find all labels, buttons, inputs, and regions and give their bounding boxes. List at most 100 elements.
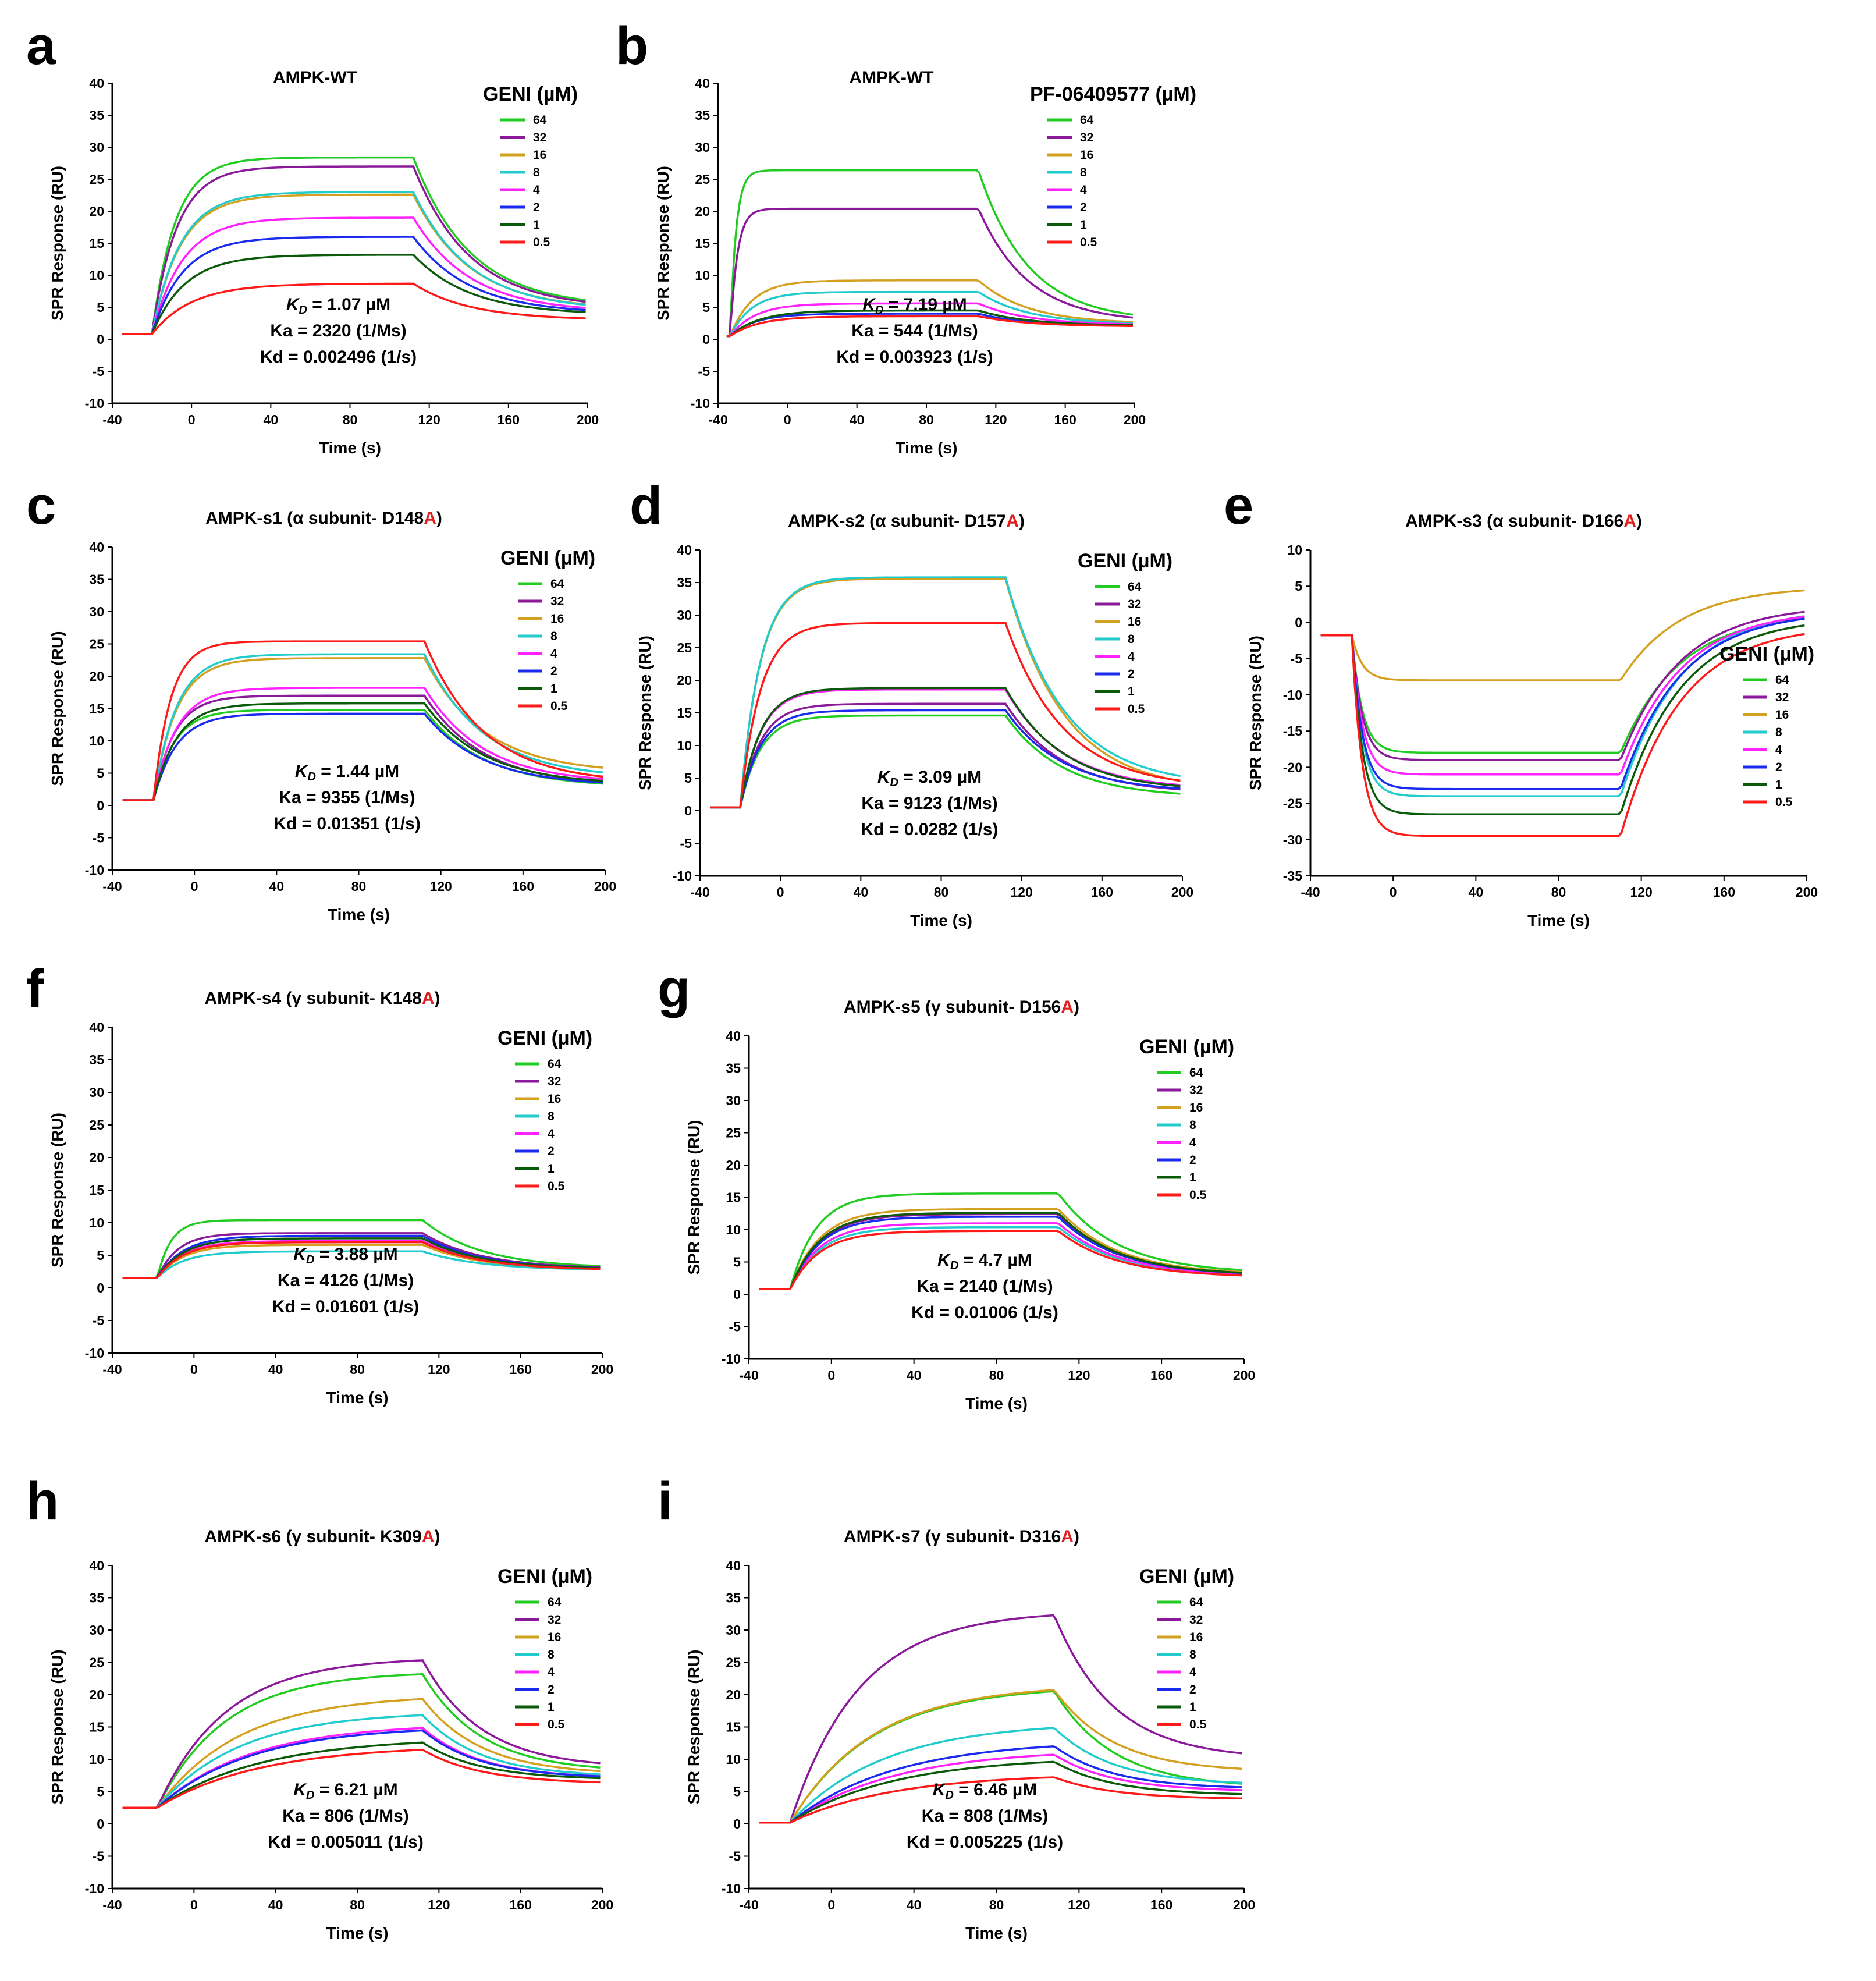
x-tick-label: 0 (191, 879, 198, 894)
legend-entry: 0.5 (1189, 1718, 1207, 1731)
x-axis-label: Time (s) (319, 439, 381, 457)
x-tick-label: 200 (1171, 885, 1193, 900)
y-tick-label: 10 (726, 1752, 741, 1767)
x-tick-label: 80 (1551, 885, 1566, 900)
x-tick-label: 80 (351, 879, 367, 894)
series-line-64 (726, 169, 1134, 338)
chart-title: AMPK-WT (273, 68, 357, 87)
kd-value: = 3.88 µM (314, 1245, 397, 1264)
series-line-4 (726, 302, 1133, 338)
x-axis-label: Time (s) (328, 906, 390, 924)
legend-title: GENI (µM) (483, 83, 578, 105)
legend-entry: 4 (1128, 650, 1135, 663)
legend-entry: 32 (533, 131, 546, 144)
y-tick-label: 10 (1287, 542, 1302, 558)
title-mutation: A (422, 1527, 435, 1546)
y-tick-label: 5 (733, 1255, 741, 1270)
legend-entry: 4 (1080, 183, 1087, 197)
legend-entry: 4 (1189, 1666, 1196, 1679)
panel-i: i -10 -5 0 5 10 15 20 25 30 35 40 -40 0 40 80 120 160 200 S… (658, 1471, 1255, 1942)
series-line-32 (726, 207, 1134, 338)
y-tick-label: -15 (1283, 723, 1302, 739)
legend-entry: 1 (1189, 1700, 1196, 1714)
series-line-1 (710, 687, 1181, 809)
title-mutation: A (1061, 1527, 1074, 1546)
y-tick-label: 25 (89, 1117, 104, 1132)
chart-title: AMPK-WT (850, 68, 934, 87)
legend-entry: 2 (1128, 668, 1135, 681)
y-tick-label: -10 (85, 1881, 104, 1896)
y-tick-label: 10 (89, 268, 104, 283)
kd-rate-value: Kd = 0.002496 (1/s) (260, 347, 417, 367)
legend-entry: 8 (548, 1648, 555, 1662)
ka-value: Ka = 806 (1/Ms) (282, 1806, 409, 1826)
series-line-1 (122, 702, 603, 801)
series-line-64 (710, 714, 1181, 809)
x-tick-label: 120 (429, 879, 452, 894)
y-tick-label: 10 (726, 1222, 741, 1237)
y-tick-label: -5 (729, 1849, 741, 1864)
x-axis-label: Time (s) (326, 1924, 389, 1942)
panel-h: h -10 -5 0 5 10 15 20 25 30 35 40 -40 0 40 80 120 160 200 S… (26, 1471, 613, 1942)
series-line-64 (1320, 617, 1805, 754)
y-tick-label: 30 (89, 1085, 104, 1100)
series-line-0_5 (122, 1241, 601, 1279)
legend-title: GENI (µM) (1139, 1036, 1234, 1058)
title-close: ) (1074, 1527, 1079, 1546)
series-line-0_5 (122, 640, 603, 801)
panel-e: e -35 -30 -25 -20 -15 -10 -5 0 5 10 -40 0 40 80 120 160 2… (1224, 476, 1818, 929)
y-tick-label: 15 (726, 1190, 741, 1205)
y-tick-label: -10 (691, 396, 710, 411)
kd-constant: KD = 1.44 µM (295, 762, 399, 783)
legend: GENI (µM) 64 32 16 8 4 2 1 0.5 (498, 1027, 592, 1193)
ka-value: Ka = 2320 (1/Ms) (270, 321, 406, 340)
x-tick-label: 120 (985, 412, 1007, 427)
y-tick-label: -5 (93, 830, 105, 846)
legend-entry: 16 (1189, 1631, 1203, 1644)
y-tick-label: 40 (726, 1558, 741, 1573)
kd-constant: KD = 3.09 µM (877, 768, 982, 789)
y-tick-label: 25 (89, 637, 104, 652)
series-line-2 (710, 709, 1181, 809)
kd-subscript: D (890, 776, 898, 789)
y-tick-label: 40 (726, 1028, 741, 1043)
series-line-4 (1320, 615, 1805, 776)
x-tick-label: 200 (577, 412, 599, 427)
kd-subscript: D (308, 771, 316, 783)
y-tick-label: 15 (677, 705, 692, 720)
x-axis-label: Time (s) (965, 1394, 1028, 1412)
title-text: AMPK-s5 (γ subunit- D156 (844, 997, 1061, 1017)
y-tick-label: 5 (733, 1784, 741, 1799)
x-tick-label: 200 (591, 1897, 613, 1912)
y-tick-label: -10 (85, 1345, 104, 1361)
y-tick-label: 20 (677, 673, 692, 688)
x-tick-label: 80 (934, 885, 949, 900)
y-tick-label: -30 (1283, 832, 1302, 847)
series-line-32 (1320, 610, 1805, 761)
series-line-4 (122, 687, 603, 801)
panel-label: b (616, 16, 648, 76)
y-tick-label: -10 (85, 862, 104, 878)
legend-title: PF-06409577 (µM) (1030, 83, 1196, 105)
y-tick-label: 10 (677, 738, 692, 753)
x-tick-label: 160 (509, 1897, 531, 1912)
x-axis-label: Time (s) (910, 911, 972, 929)
x-tick-label: 40 (268, 1897, 283, 1912)
x-tick-label: -40 (739, 1897, 758, 1912)
kd-symbol: K (862, 295, 876, 314)
y-axis-label: SPR Response (RU) (48, 1113, 66, 1268)
x-tick-label: 160 (1091, 885, 1113, 900)
title-text: AMPK-s1 (α subunit- D148 (205, 509, 424, 528)
legend-entry: 32 (1080, 131, 1093, 144)
title-close: ) (1019, 512, 1025, 531)
panel-label: c (26, 476, 56, 535)
x-tick-label: 0 (188, 412, 196, 427)
series-line-0_5 (1320, 633, 1805, 837)
y-tick-label: 10 (89, 1752, 104, 1767)
x-axis-label: Time (s) (965, 1924, 1028, 1942)
kd-constant: KD = 3.88 µM (293, 1245, 397, 1266)
series-line-16 (759, 1689, 1242, 1824)
kd-symbol: K (293, 1245, 307, 1264)
legend-entry: 16 (1189, 1101, 1203, 1114)
legend-entry: 2 (548, 1145, 555, 1158)
